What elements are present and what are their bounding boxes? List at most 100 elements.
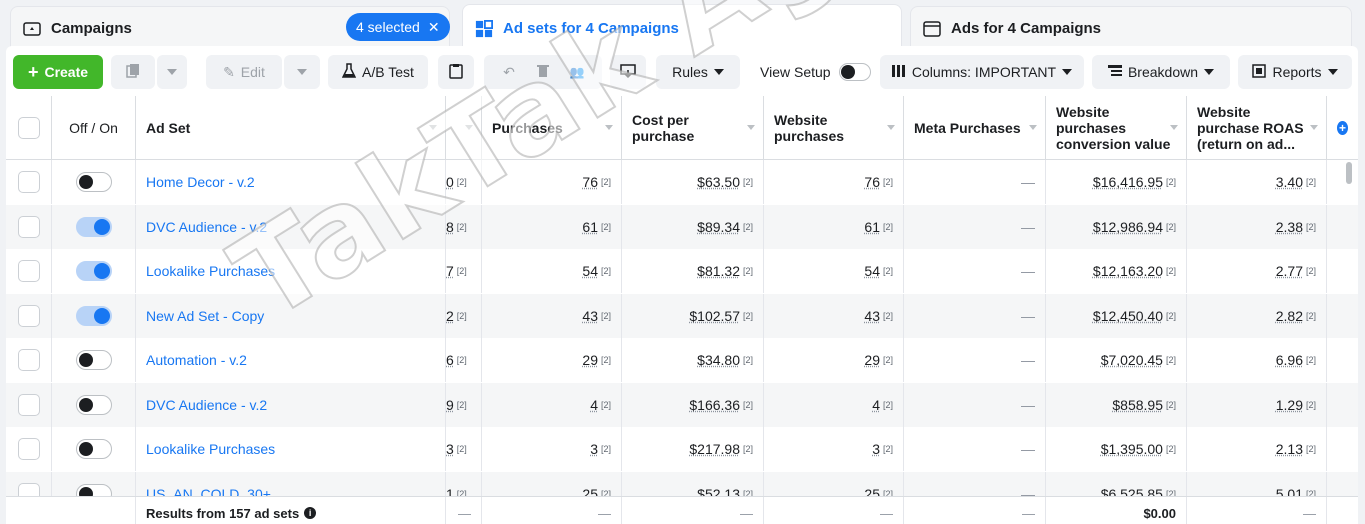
cell-cost[interactable]: $217.98 [2] (622, 427, 764, 471)
cell-web[interactable]: 4 [2] (764, 382, 904, 427)
cell-hidden[interactable]: 6 [2] (446, 338, 482, 382)
row-checkbox[interactable] (17, 393, 40, 416)
cell-cost[interactable]: $102.57 [2] (622, 293, 764, 338)
cell-purchases[interactable]: 54 [2] (482, 249, 622, 293)
info-icon[interactable]: i (304, 507, 317, 519)
duplicate-dropdown[interactable] (157, 55, 187, 89)
ad-set-name-link[interactable]: Lookalike Purchases (146, 441, 276, 457)
reports-button[interactable]: Reports (1238, 55, 1352, 89)
cell-roas[interactable]: 2.13 [2] (1187, 427, 1327, 471)
row-checkbox[interactable] (17, 215, 40, 238)
header-roas[interactable]: Website purchase ROAS (return on ad... (1187, 96, 1327, 160)
delivery-toggle[interactable] (75, 261, 112, 281)
create-button[interactable]: + Create (13, 55, 103, 89)
trash-icon[interactable] (529, 64, 557, 81)
table-row[interactable]: Lookalike Purchases 3 [2] 3 [2] $217.98 [2] 3 [2… (6, 427, 1358, 471)
clipboard-button[interactable] (438, 55, 474, 89)
ab-test-button[interactable]: A/B Test (328, 55, 428, 89)
header-conversion-value[interactable]: Website purchases conversion value (1046, 96, 1187, 160)
duplicate-button[interactable] (111, 55, 155, 89)
table-row[interactable]: DVC Audience - v.2 9 [2] 4 [2] $166.36 [2] 4 [2]… (6, 382, 1358, 427)
cell-purchases[interactable]: 61 [2] (482, 204, 622, 249)
columns-button[interactable]: Columns: IMPORTANT (880, 55, 1084, 89)
cell-web[interactable]: 29 [2] (764, 338, 904, 382)
cell-purchases[interactable]: 4 [2] (482, 382, 622, 427)
table-row[interactable]: Automation - v.2 6 [2] 29 [2] $34.80 [2] 29 [2] —… (6, 338, 1358, 382)
cell-hidden[interactable]: 7 [2] (446, 249, 482, 293)
breakdown-button[interactable]: Breakdown (1092, 55, 1230, 89)
ad-set-name-link[interactable]: New Ad Set - Copy (146, 307, 265, 324)
cell-roas[interactable]: 3.40 [2] (1187, 160, 1327, 204)
cell-roas[interactable]: 2.38 [2] (1187, 204, 1327, 249)
cell-cost[interactable]: $166.36 [2] (622, 382, 764, 427)
header-meta-purchases[interactable]: Meta Purchases (904, 96, 1046, 160)
cell-purchases[interactable]: 43 [2] (482, 293, 622, 338)
ad-set-name-link[interactable]: Home Decor - v.2 (146, 174, 255, 190)
row-checkbox[interactable] (17, 304, 40, 327)
view-setup-switch[interactable] (838, 63, 871, 81)
ad-set-name-link[interactable]: DVC Audience - v.2 (146, 218, 268, 235)
cell-roas[interactable]: 2.82 [2] (1187, 293, 1327, 338)
table-row[interactable]: New Ad Set - Copy 2 [2] 43 [2] $102.57 [2] 43 [2… (6, 293, 1358, 338)
cell-value[interactable]: $858.95 [2] (1046, 382, 1187, 427)
row-checkbox[interactable] (17, 349, 40, 371)
cell-roas[interactable]: 1.29 [2] (1187, 382, 1327, 427)
cell-web[interactable]: 3 [2] (764, 427, 904, 471)
delivery-toggle[interactable] (75, 305, 112, 326)
cell-hidden[interactable]: 1 [2] (446, 471, 482, 516)
cell-purchases[interactable]: 76 [2] (482, 160, 622, 204)
header-ad-set[interactable]: Ad Set (136, 96, 446, 160)
cell-purchases[interactable]: 3 [2] (482, 427, 622, 471)
view-setup-toggle[interactable]: View Setup (760, 55, 871, 89)
cell-hidden[interactable]: 9 [2] (446, 382, 482, 427)
vertical-scrollbar[interactable] (1346, 162, 1352, 184)
cell-hidden[interactable]: 2 [2] (446, 293, 482, 338)
cell-cost[interactable]: $34.80 [2] (622, 338, 764, 382)
cell-roas[interactable]: 2.77 [2] (1187, 249, 1327, 293)
edit-dropdown[interactable] (284, 55, 320, 89)
undo-icon[interactable]: ↶ (503, 63, 515, 80)
cell-web[interactable]: 43 [2] (764, 293, 904, 338)
header-website-purchases[interactable]: Website purchases (764, 96, 904, 160)
table-row[interactable]: Lookalike Purchases 7 [2] 54 [2] $81.32 [2] 54[… (6, 249, 1358, 293)
selected-badge[interactable]: 4 selected ✕ (346, 13, 450, 41)
row-checkbox[interactable] (17, 438, 40, 460)
delivery-toggle[interactable] (75, 172, 112, 192)
cell-cost[interactable]: $89.34 [2] (622, 204, 764, 249)
cell-web[interactable]: 61 [2] (764, 204, 904, 249)
cell-value[interactable]: $12,163.20 [2] (1046, 249, 1187, 293)
people-icon[interactable]: 👥 (569, 65, 585, 79)
cell-cost[interactable]: $63.50 [2] (622, 160, 764, 204)
select-all-checkbox[interactable] (17, 117, 40, 139)
add-column-icon[interactable]: + (1337, 121, 1348, 135)
cell-cost[interactable]: $81.32 [2] (622, 249, 764, 293)
export-button[interactable] (610, 55, 646, 89)
edit-button[interactable]: ✎ Edit (206, 55, 282, 89)
close-icon[interactable]: ✕ (427, 18, 440, 35)
cell-value[interactable]: $1,395.00 [2] (1046, 427, 1187, 471)
cell-purchases[interactable]: 29 [2] (482, 338, 622, 382)
cell-web[interactable]: 54 [2] (764, 249, 904, 293)
cell-web[interactable]: 76 [2] (764, 160, 904, 204)
header-cost-per-purchase[interactable]: Cost per purchase (622, 96, 764, 160)
ad-set-name-link[interactable]: Automation - v.2 (146, 352, 247, 368)
delivery-toggle[interactable] (75, 350, 112, 370)
table-row[interactable]: DVC Audience - v.2 8 [2] 61 [2] $89.34 [2] 61 [2… (6, 204, 1358, 249)
delivery-toggle[interactable] (75, 439, 112, 459)
cell-value[interactable]: $12,450.40 [2] (1046, 293, 1187, 338)
delivery-toggle[interactable] (75, 394, 112, 415)
delivery-toggle[interactable] (75, 216, 112, 237)
cell-hidden[interactable]: 3 [2] (446, 427, 482, 471)
ad-set-name-link[interactable]: DVC Audience - v.2 (146, 396, 268, 413)
cell-value[interactable]: $12,986.94 [2] (1046, 204, 1187, 249)
table-row[interactable]: Home Decor - v.2 0 [2] 76 [2] $63.50 [2] 76 [2] —… (6, 160, 1358, 204)
cell-value[interactable]: $16,416.95 [2] (1046, 160, 1187, 204)
ad-set-name-link[interactable]: Lookalike Purchases (146, 263, 276, 279)
header-hidden[interactable] (446, 96, 482, 160)
tab-ad-sets[interactable]: Ad sets for 4 Campaigns (462, 4, 902, 52)
header-purchases[interactable]: Purchases (482, 96, 622, 160)
cell-hidden[interactable]: 0 [2] (446, 160, 482, 204)
row-checkbox[interactable] (17, 260, 40, 282)
row-checkbox[interactable] (17, 171, 40, 193)
rules-button[interactable]: Rules (656, 55, 740, 89)
